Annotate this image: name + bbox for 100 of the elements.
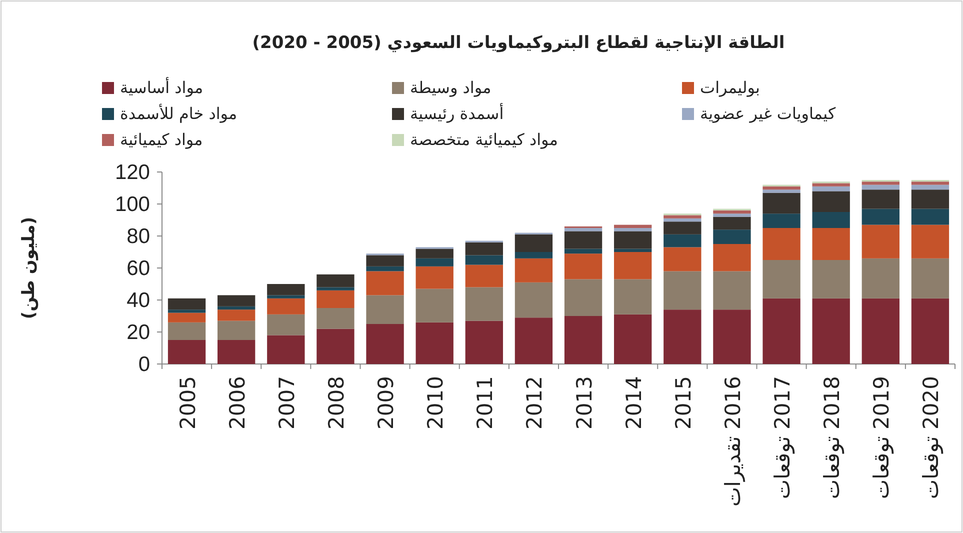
x-tick-label: 2016 تقديرات	[720, 376, 746, 507]
bar	[911, 184, 950, 190]
bar	[762, 186, 800, 190]
bar	[812, 228, 850, 260]
bar	[416, 288, 454, 322]
y-tick-label: 100	[114, 193, 150, 216]
bar	[812, 212, 850, 228]
bar	[218, 340, 256, 364]
bar	[664, 271, 702, 310]
legend-label: بوليمرات	[700, 78, 760, 97]
x-tick-label: 2007	[274, 376, 299, 430]
bar	[316, 328, 354, 364]
bar	[465, 242, 503, 256]
bar	[762, 214, 800, 228]
bar	[168, 340, 206, 364]
x-tick-label: 2011	[473, 376, 498, 430]
bar	[316, 287, 354, 290]
bar	[316, 290, 354, 308]
bar	[218, 295, 256, 306]
bar	[316, 308, 354, 329]
bar	[911, 224, 950, 258]
bar	[168, 310, 206, 313]
bar	[366, 324, 404, 364]
bar	[465, 255, 503, 265]
bar	[366, 266, 404, 272]
bar	[564, 231, 602, 249]
bar	[316, 274, 354, 288]
x-tick-label: 2012	[522, 376, 547, 430]
x-tick-label: 2015	[671, 376, 696, 430]
bar	[465, 320, 503, 364]
bar	[713, 216, 751, 230]
bar	[862, 298, 900, 364]
bar	[614, 248, 652, 252]
bar	[514, 318, 553, 364]
bar	[267, 335, 305, 364]
bar	[664, 215, 702, 218]
x-tick-label: 2013	[572, 376, 596, 430]
legend-label: مواد أساسية	[120, 77, 204, 97]
bar	[267, 295, 305, 298]
bar	[416, 258, 454, 266]
bar	[664, 234, 702, 248]
y-tick-label: 40	[126, 289, 150, 312]
y-tick-label: 0	[138, 353, 150, 376]
legend-label: مواد كيميائية	[120, 130, 203, 149]
x-tick-label: 2009	[374, 376, 398, 430]
y-tick-label: 120	[114, 161, 150, 184]
chart-title: الطاقة الإنتاجية لقطاع البتروكيماويات السعودي (2005 - 2020)	[252, 33, 785, 53]
bar	[862, 258, 900, 298]
bar	[416, 322, 454, 364]
legend-label: مواد وسيطة	[410, 78, 492, 97]
y-tick-label: 80	[126, 225, 150, 248]
bar	[514, 282, 553, 318]
legend-label: كيماويات غير عضوية	[700, 104, 836, 123]
bar	[514, 234, 553, 252]
x-tick-label: 2019 توقعات	[870, 376, 895, 500]
bar	[713, 230, 751, 244]
bar	[564, 248, 602, 254]
x-tick-label: 2010	[424, 376, 448, 430]
bar	[218, 310, 256, 321]
bar	[812, 191, 850, 212]
bar	[812, 298, 850, 364]
bar	[762, 190, 800, 193]
bar	[267, 298, 305, 314]
bar	[862, 184, 900, 190]
y-tick-label: 20	[126, 321, 150, 344]
bar	[168, 298, 206, 310]
bar	[762, 298, 800, 364]
bar	[762, 228, 800, 260]
bar	[664, 222, 702, 234]
bar	[366, 271, 404, 296]
bar	[713, 210, 751, 214]
x-tick-label: 2005	[176, 376, 200, 430]
bar	[218, 306, 256, 310]
bar	[762, 260, 800, 298]
bar	[614, 224, 652, 228]
x-tick-label: 2006	[225, 376, 250, 430]
bar	[911, 208, 950, 225]
bar	[218, 320, 256, 340]
bar	[713, 271, 751, 310]
bar	[564, 279, 602, 316]
x-tick-label: 2008	[324, 376, 348, 430]
bar	[812, 186, 850, 192]
bar	[713, 244, 751, 272]
bar	[267, 284, 305, 296]
x-tick-label: 2017 توقعات	[770, 376, 796, 500]
x-tick-label: 2014	[622, 376, 646, 430]
x-tick-label: 2020 توقعات	[919, 376, 944, 500]
bar	[168, 312, 206, 322]
bar	[862, 208, 900, 225]
bar	[664, 218, 702, 222]
bar	[267, 314, 305, 336]
bar	[514, 258, 553, 282]
bar	[862, 190, 900, 209]
bar	[614, 228, 652, 232]
bar	[911, 182, 950, 185]
x-tick-label: 2018 توقعات	[820, 376, 846, 500]
legend-label: مواد كيميائية متخصصة	[410, 130, 558, 149]
bar	[366, 295, 404, 324]
bar	[911, 298, 950, 364]
bar	[614, 279, 652, 314]
